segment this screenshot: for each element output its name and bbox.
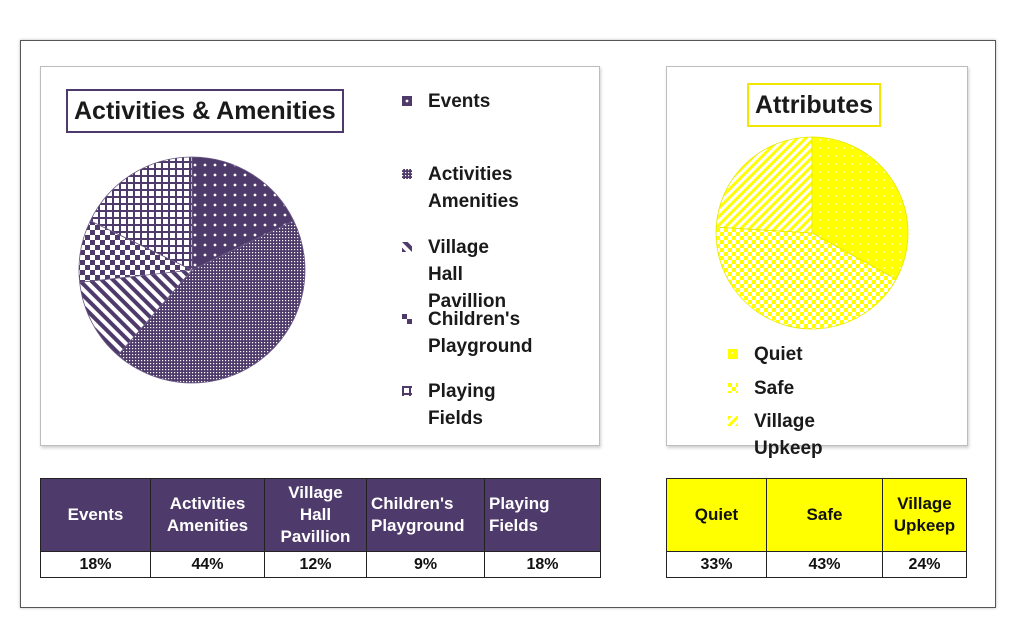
activities-value-activities-amenities: 44% <box>150 551 265 578</box>
attributes-legend-item-safe: Safe <box>728 377 794 402</box>
activities-legend-item-playing-fields: Playing Fields <box>402 380 496 432</box>
activities-legend-item-children-s-playground: Children's Playground <box>402 308 533 360</box>
activities-legend-item-village-hall-pavillion: Village Hall Pavillion <box>402 236 506 315</box>
activities-value-children-s-playground: 9% <box>366 551 485 578</box>
activities-legend-label: Children's Playground <box>428 309 533 357</box>
activities-header-village-hall-pavillion: Village Hall Pavillion <box>264 478 367 552</box>
activities-legend-swatch-icon <box>402 242 412 252</box>
activities-legend-item-activities-amenities: Activities Amenities <box>402 163 519 215</box>
attributes-value-safe: 43% <box>766 551 883 578</box>
attributes-legend-label: Village Upkeep <box>754 411 823 459</box>
attributes-legend-label: Safe <box>754 378 795 399</box>
activities-value-events: 18% <box>40 551 151 578</box>
attributes-table: Quiet Safe Village Upkeep 33% 43% 24% <box>666 478 967 578</box>
activities-header-activities-amenities: Activities Amenities <box>150 478 265 552</box>
attributes-chart-title: Attributes <box>747 83 882 127</box>
attributes-header-quiet: Quiet <box>666 478 767 552</box>
attributes-legend-item-village-upkeep: Village Upkeep <box>728 410 823 462</box>
attributes-legend-swatch-icon <box>728 416 738 426</box>
attributes-legend-swatch-icon <box>728 383 738 393</box>
attributes-value-quiet: 33% <box>666 551 767 578</box>
activities-value-playing-fields: 18% <box>484 551 601 578</box>
activities-value-village-hall-pavillion: 12% <box>264 551 367 578</box>
activities-header-children-s-playground: Children's Playground <box>366 478 485 552</box>
activities-legend-swatch-icon <box>402 169 412 179</box>
activities-legend-label: Activities Amenities <box>428 164 519 212</box>
attributes-legend-item-quiet: Quiet <box>728 343 803 368</box>
activities-header-playing-fields: Playing Fields <box>484 478 601 552</box>
activities-legend-label: Playing Fields <box>428 381 496 429</box>
activities-legend-label: Events <box>428 91 491 112</box>
activities-header-events: Events <box>40 478 151 552</box>
attributes-legend-swatch-icon <box>728 349 738 359</box>
attributes-header-village-upkeep: Village Upkeep <box>882 478 967 552</box>
activities-legend-item-events: Events <box>402 90 490 115</box>
attributes-header-safe: Safe <box>766 478 883 552</box>
activities-chart-title: Activities & Amenities <box>66 89 344 133</box>
activities-legend-label: Village Hall Pavillion <box>428 237 507 312</box>
attributes-legend-label: Quiet <box>754 344 803 365</box>
activities-table: Events Activities Amenities Village Hall Pavi… <box>40 478 601 578</box>
attributes-value-village-upkeep: 24% <box>882 551 967 578</box>
activities-legend-swatch-icon <box>402 386 412 396</box>
activities-legend-swatch-icon <box>402 96 412 106</box>
activities-legend-swatch-icon <box>402 314 412 324</box>
